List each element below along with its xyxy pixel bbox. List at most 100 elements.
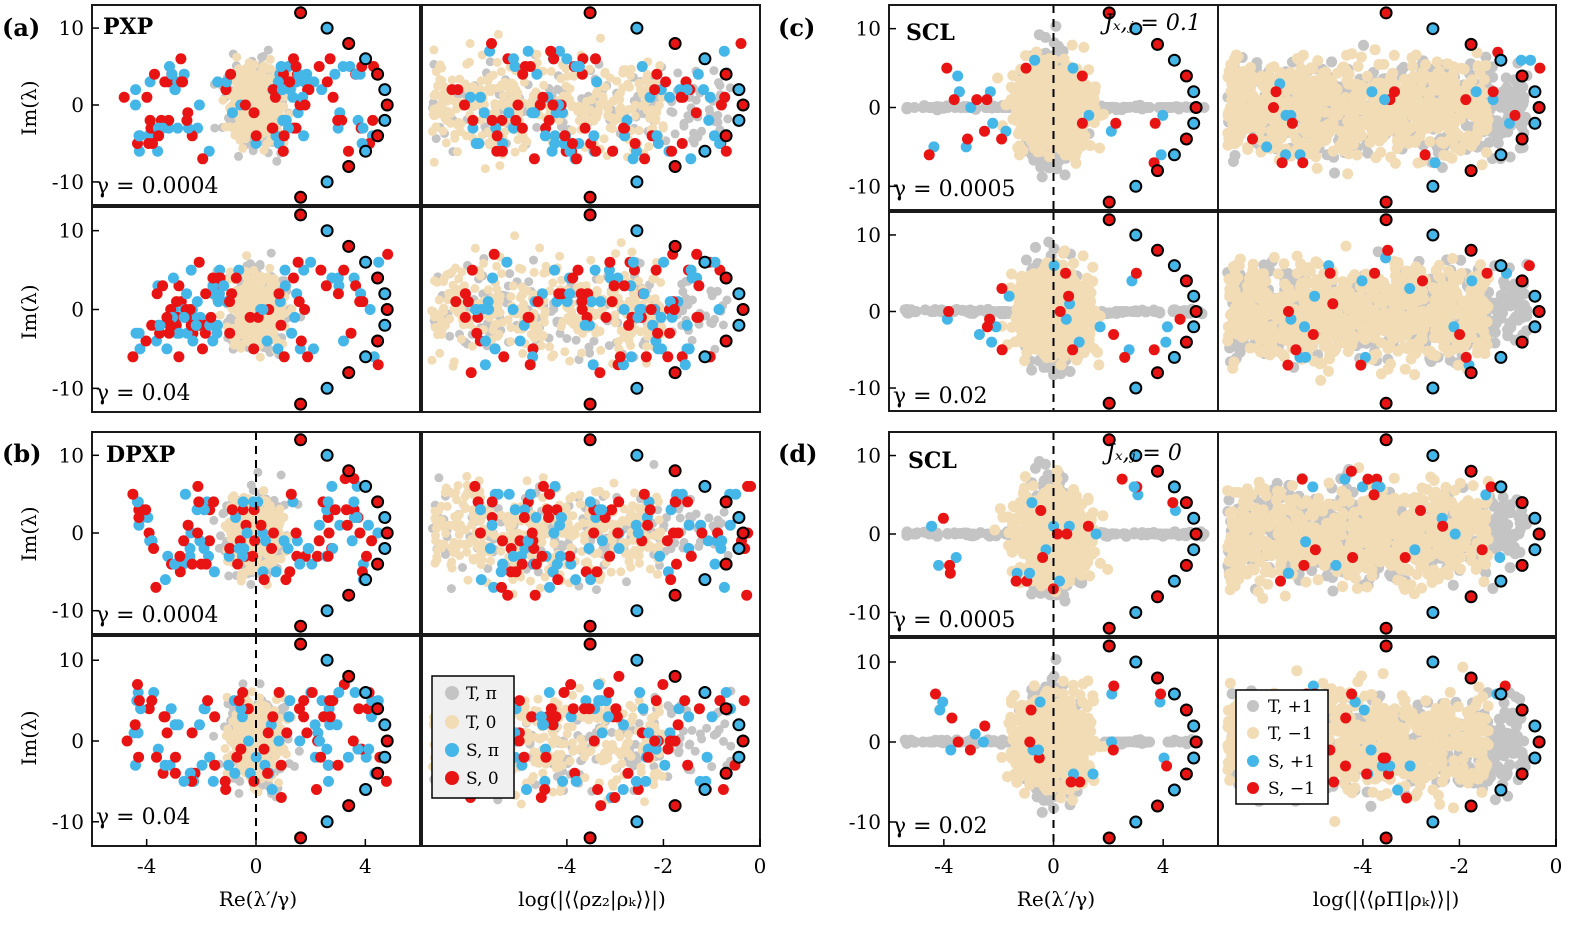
point-red: [121, 735, 133, 747]
point-beige: [244, 337, 253, 347]
ytick-label: 10: [59, 219, 84, 243]
point-beige: [644, 142, 654, 152]
point-scar: [736, 734, 750, 748]
point-beige: [643, 543, 653, 552]
point-blue: [579, 319, 591, 331]
point-blue: [713, 304, 725, 315]
point-beige: [635, 544, 645, 554]
point-beige: [547, 737, 557, 746]
point-beige: [613, 91, 623, 101]
point-red: [669, 496, 681, 508]
point-beige: [427, 355, 437, 365]
points-group-8: [901, 6, 1210, 209]
point-beige: [532, 49, 542, 59]
point-scar: [294, 619, 308, 633]
point-red: [526, 527, 538, 539]
point-beige: [462, 471, 472, 481]
point-red: [618, 122, 629, 134]
point-red: [558, 687, 570, 698]
point-grey: [691, 95, 701, 105]
xtick-label: -4: [137, 854, 156, 878]
point-beige: [601, 739, 611, 749]
point-blue: [538, 719, 549, 731]
point-red: [151, 751, 162, 763]
point-beige: [492, 58, 502, 67]
point-red: [157, 280, 169, 292]
point-beige: [567, 738, 577, 748]
point-red: [323, 527, 335, 539]
point-blue: [470, 138, 482, 149]
point-red: [207, 272, 219, 284]
point-beige: [538, 473, 548, 483]
point-red: [233, 695, 245, 707]
point-red: [512, 99, 524, 111]
point-beige: [249, 321, 259, 331]
point-blue: [501, 256, 513, 268]
point-beige: [608, 782, 618, 791]
point-beige: [222, 523, 232, 533]
point-beige: [506, 323, 516, 333]
point-blue: [602, 711, 614, 723]
point-red: [366, 535, 378, 547]
point-red: [588, 735, 600, 747]
point-red: [662, 351, 674, 363]
point-beige: [475, 270, 485, 280]
point-blue: [632, 311, 644, 323]
point-red: [193, 256, 205, 268]
point-beige: [427, 306, 437, 316]
point-blue: [627, 256, 639, 268]
point-red: [720, 145, 732, 157]
point-red: [219, 775, 231, 787]
point-grey: [714, 725, 724, 735]
point-red: [570, 153, 582, 165]
point-blue: [489, 343, 501, 355]
point-red: [350, 280, 362, 292]
axes-frame: [421, 635, 761, 847]
point-red: [497, 535, 508, 547]
point-beige: [628, 703, 638, 713]
point-scar: [736, 98, 750, 112]
point-red: [651, 68, 663, 80]
point-red: [202, 695, 214, 707]
point-blue: [530, 512, 542, 523]
point-blue: [470, 304, 482, 315]
point-grey: [653, 505, 663, 515]
point-red: [372, 359, 384, 371]
point-red: [502, 589, 514, 601]
point-red: [327, 91, 339, 103]
point-blue: [248, 496, 259, 508]
point-blue: [289, 311, 301, 323]
point-scar: [359, 573, 373, 587]
point-grey: [445, 331, 455, 341]
point-beige: [486, 556, 495, 566]
point-beige: [518, 348, 528, 358]
point-beige: [596, 345, 606, 355]
point-red: [691, 248, 703, 260]
point-red: [347, 735, 359, 747]
point-grey: [441, 549, 450, 559]
point-beige: [250, 79, 260, 89]
point-beige: [533, 694, 543, 704]
point-blue: [187, 335, 199, 347]
point-beige: [281, 749, 291, 759]
point-blue: [698, 84, 709, 96]
point-beige: [530, 326, 540, 336]
point-blue: [322, 759, 334, 771]
ytick-label: 10: [59, 648, 84, 672]
point-red: [715, 99, 727, 111]
point-scar: [719, 766, 733, 780]
point-red: [186, 775, 198, 787]
point-beige: [255, 693, 265, 703]
point-red: [607, 145, 619, 157]
point-beige: [616, 238, 626, 248]
points-group-0: [118, 6, 394, 204]
point-beige: [470, 243, 480, 253]
point-red: [267, 122, 279, 134]
point-beige: [432, 555, 442, 565]
point-red: [226, 504, 238, 516]
point-red: [498, 351, 510, 363]
point-red: [200, 558, 212, 570]
point-scar: [371, 766, 385, 780]
point-beige: [610, 318, 620, 328]
point-red: [491, 145, 503, 157]
